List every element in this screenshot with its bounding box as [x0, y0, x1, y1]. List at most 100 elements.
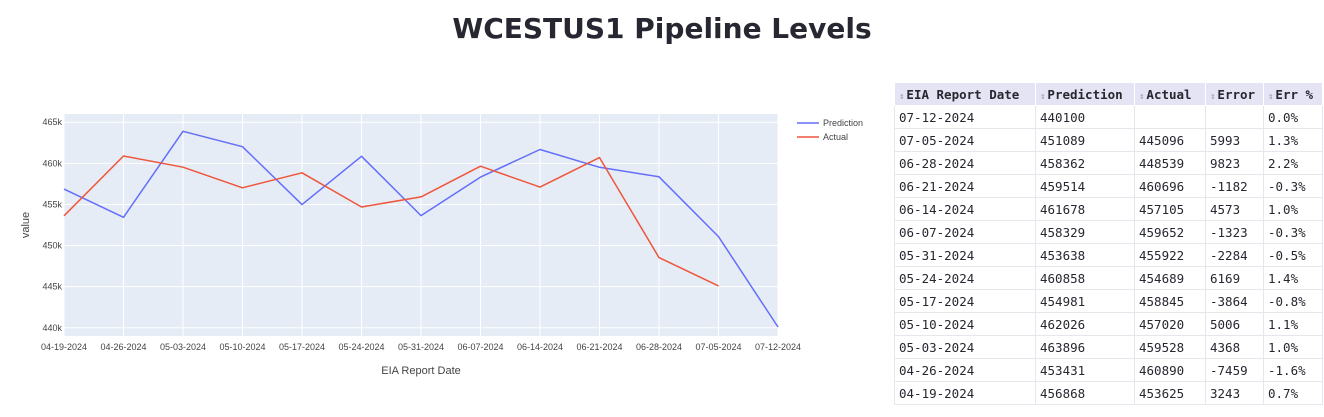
table-cell: 453431: [1035, 358, 1135, 382]
table-cell: 07-05-2024: [894, 128, 1036, 152]
column-header[interactable]: ⇕ EIA Report Date: [894, 82, 1036, 106]
table-cell: -1.6%: [1263, 358, 1323, 382]
x-tick-label: 04-26-2024: [100, 342, 146, 352]
table-cell: 461678: [1035, 197, 1135, 221]
x-tick-label: 07-12-2024: [755, 342, 801, 352]
sort-icon: ⇕: [1139, 91, 1145, 102]
vertical-gridlines: [63, 114, 779, 336]
table-cell: 460858: [1035, 266, 1135, 290]
table-cell: 0.0%: [1263, 105, 1323, 129]
table-row: 06-21-2024 459514 460696 -1182 -0.3%: [894, 174, 1323, 198]
table-cell: 459528: [1134, 335, 1206, 359]
table-cell: 455922: [1134, 243, 1206, 267]
table-row: 05-17-2024 454981 458845 -3864 -0.8%: [894, 289, 1323, 313]
table-cell: 456868: [1035, 381, 1135, 405]
table-cell: 454981: [1035, 289, 1135, 313]
table-cell: 3243: [1205, 381, 1264, 405]
table-cell: 454689: [1134, 266, 1206, 290]
table-cell: 1.1%: [1263, 312, 1323, 336]
data-table: ⇕ EIA Report Date ⇕ Prediction ⇕ Actual ⇕ Error…: [894, 82, 1323, 405]
table-cell: 463896: [1035, 335, 1135, 359]
column-header-label: Err %: [1275, 86, 1314, 102]
page-title: WCESTUS1 Pipeline Levels: [452, 12, 872, 45]
series-line-prediction: [63, 130, 779, 328]
table-cell: 05-17-2024: [894, 289, 1036, 313]
table-cell: 460890: [1134, 358, 1206, 382]
table-cell: -1182: [1205, 174, 1264, 198]
table-cell: -0.3%: [1263, 220, 1323, 244]
column-header[interactable]: ⇕ Prediction: [1035, 82, 1135, 106]
x-tick-label: 06-14-2024: [517, 342, 563, 352]
table-cell: 457020: [1134, 312, 1206, 336]
y-tick-label: 445k: [42, 282, 62, 292]
table-cell: 0.7%: [1263, 381, 1323, 405]
table-cell: -2284: [1205, 243, 1264, 267]
table-cell: 458362: [1035, 151, 1135, 175]
column-header[interactable]: ⇕ Err %: [1263, 82, 1323, 106]
table-cell: 459514: [1035, 174, 1135, 198]
table-row: 05-03-2024 463896 459528 4368 1.0%: [894, 335, 1323, 359]
table-cell: -0.8%: [1263, 289, 1323, 313]
table-cell: 453638: [1035, 243, 1135, 267]
table-cell: -7459: [1205, 358, 1264, 382]
sort-icon: ⇕: [1268, 91, 1274, 102]
line-chart: 04-19-2024 04-26-2024 05-03-2024 05-10-2024…: [20, 114, 863, 377]
column-header-label: EIA Report Date: [906, 86, 1020, 102]
table-row: 06-28-2024 458362 448539 9823 2.2%: [894, 151, 1323, 175]
table-cell: 5006: [1205, 312, 1264, 336]
x-tick-label: 06-07-2024: [457, 342, 503, 352]
table-cell: 458329: [1035, 220, 1135, 244]
table-cell: 460696: [1134, 174, 1206, 198]
x-tick-label: 05-17-2024: [279, 342, 325, 352]
table-cell: 04-19-2024: [894, 381, 1036, 405]
table-row: 05-24-2024 460858 454689 6169 1.4%: [894, 266, 1323, 290]
table-cell: 9823: [1205, 151, 1264, 175]
data-table-container: ⇕ EIA Report Date ⇕ Prediction ⇕ Actual ⇕ Error…: [894, 82, 1323, 405]
x-tick-labels: 04-19-2024 04-26-2024 05-03-2024 05-10-2024…: [41, 342, 801, 352]
x-tick-label: 07-05-2024: [695, 342, 741, 352]
table-cell: 4368: [1205, 335, 1264, 359]
table-row: 04-19-2024 456868 453625 3243 0.7%: [894, 381, 1323, 405]
table-cell: 1.0%: [1263, 197, 1323, 221]
y-axis-title: value: [20, 212, 32, 238]
table-cell: 05-31-2024: [894, 243, 1036, 267]
sort-icon: ⇕: [1210, 91, 1216, 102]
sort-icon: ⇕: [899, 91, 905, 102]
table-row: 07-05-2024 451089 445096 5993 1.3%: [894, 128, 1323, 152]
table-cell: 5993: [1205, 128, 1264, 152]
table-cell: 06-07-2024: [894, 220, 1036, 244]
column-header[interactable]: ⇕ Actual: [1134, 82, 1206, 106]
table-cell: 1.4%: [1263, 266, 1323, 290]
series-lines: [63, 130, 779, 328]
table-row: 05-31-2024 453638 455922 -2284 -0.5%: [894, 243, 1323, 267]
x-tick-label: 05-10-2024: [219, 342, 265, 352]
table-cell: 04-26-2024: [894, 358, 1036, 382]
table-cell: 1.3%: [1263, 128, 1323, 152]
legend-label: Actual: [823, 132, 848, 142]
table-cell: 1.0%: [1263, 335, 1323, 359]
table-cell: 459652: [1134, 220, 1206, 244]
x-tick-label: 06-21-2024: [576, 342, 622, 352]
y-tick-label: 440k: [42, 323, 62, 333]
table-cell: 445096: [1134, 128, 1206, 152]
x-tick-label: 04-19-2024: [41, 342, 87, 352]
column-header-label: Actual: [1146, 86, 1192, 102]
table-row: 06-14-2024 461678 457105 4573 1.0%: [894, 197, 1323, 221]
column-header[interactable]: ⇕ Error: [1205, 82, 1264, 106]
x-axis-title: EIA Report Date: [381, 365, 461, 377]
table-cell: [1134, 105, 1206, 129]
table-header-row: ⇕ EIA Report Date ⇕ Prediction ⇕ Actual ⇕ Error…: [894, 82, 1323, 106]
table-cell: 457105: [1134, 197, 1206, 221]
table-cell: 2.2%: [1263, 151, 1323, 175]
table-row: 05-10-2024 462026 457020 5006 1.1%: [894, 312, 1323, 336]
table-cell: [1205, 105, 1264, 129]
series-line-actual: [63, 155, 719, 287]
column-header-label: Error: [1217, 86, 1256, 102]
x-tick-label: 05-03-2024: [160, 342, 206, 352]
table-cell: 05-24-2024: [894, 266, 1036, 290]
y-tick-label: 455k: [42, 199, 62, 209]
table-cell: 448539: [1134, 151, 1206, 175]
x-tick-label: 05-31-2024: [398, 342, 444, 352]
legend-label: Prediction: [823, 118, 863, 128]
sort-icon: ⇕: [1040, 91, 1046, 102]
